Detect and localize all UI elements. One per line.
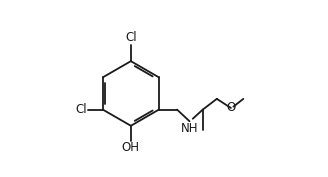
Text: Cl: Cl (125, 31, 137, 44)
Text: O: O (226, 101, 236, 115)
Text: OH: OH (122, 141, 140, 154)
Text: NH: NH (181, 122, 198, 135)
Text: Cl: Cl (76, 103, 88, 116)
